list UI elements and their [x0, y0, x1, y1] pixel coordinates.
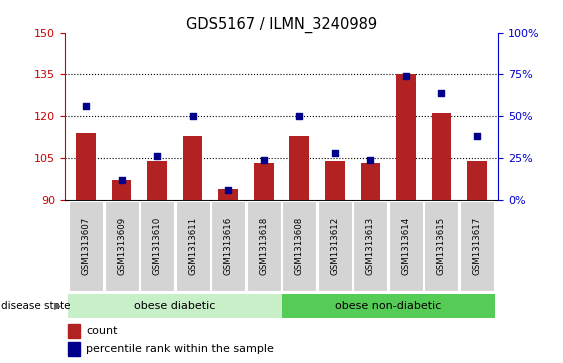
- Text: GSM1313611: GSM1313611: [188, 217, 197, 275]
- Text: ▶: ▶: [54, 301, 62, 311]
- Text: GSM1313608: GSM1313608: [295, 217, 304, 275]
- Text: GSM1313607: GSM1313607: [82, 217, 91, 275]
- FancyBboxPatch shape: [282, 201, 316, 291]
- Point: [188, 113, 197, 119]
- Point: [224, 187, 233, 192]
- FancyBboxPatch shape: [105, 201, 138, 291]
- FancyBboxPatch shape: [318, 201, 352, 291]
- Point: [330, 150, 339, 156]
- Bar: [77, 133, 96, 200]
- FancyBboxPatch shape: [68, 294, 282, 318]
- Bar: [112, 180, 131, 200]
- Point: [82, 103, 91, 109]
- Point: [401, 73, 410, 79]
- Text: count: count: [87, 326, 118, 336]
- Text: disease state: disease state: [1, 301, 70, 311]
- Bar: [218, 188, 238, 200]
- Text: obese non-diabetic: obese non-diabetic: [335, 301, 441, 311]
- Point: [366, 157, 375, 163]
- FancyBboxPatch shape: [140, 201, 174, 291]
- Text: GSM1313614: GSM1313614: [401, 217, 410, 275]
- Point: [472, 133, 481, 139]
- FancyBboxPatch shape: [69, 201, 103, 291]
- Point: [153, 153, 162, 159]
- Bar: [432, 113, 451, 200]
- Text: GSM1313613: GSM1313613: [366, 217, 375, 275]
- Point: [259, 157, 268, 163]
- Text: GSM1313618: GSM1313618: [259, 217, 268, 275]
- Bar: [68, 342, 81, 356]
- Point: [117, 177, 126, 183]
- Bar: [396, 74, 415, 200]
- Text: GSM1313616: GSM1313616: [224, 217, 233, 275]
- Bar: [325, 161, 345, 200]
- FancyBboxPatch shape: [460, 201, 494, 291]
- Text: GSM1313610: GSM1313610: [153, 217, 162, 275]
- Text: GSM1313612: GSM1313612: [330, 217, 339, 275]
- Text: GSM1313615: GSM1313615: [437, 217, 446, 275]
- Bar: [148, 161, 167, 200]
- FancyBboxPatch shape: [247, 201, 281, 291]
- FancyBboxPatch shape: [425, 201, 458, 291]
- Bar: [183, 136, 203, 200]
- Text: obese diabetic: obese diabetic: [134, 301, 216, 311]
- Text: percentile rank within the sample: percentile rank within the sample: [87, 344, 274, 354]
- FancyBboxPatch shape: [211, 201, 245, 291]
- FancyBboxPatch shape: [176, 201, 210, 291]
- Bar: [254, 163, 274, 200]
- FancyBboxPatch shape: [389, 201, 423, 291]
- Bar: [360, 163, 380, 200]
- Text: GSM1313617: GSM1313617: [472, 217, 481, 275]
- Text: GDS5167 / ILMN_3240989: GDS5167 / ILMN_3240989: [186, 16, 377, 33]
- FancyBboxPatch shape: [353, 201, 387, 291]
- FancyBboxPatch shape: [282, 294, 495, 318]
- Text: GSM1313609: GSM1313609: [117, 217, 126, 275]
- Bar: [467, 161, 486, 200]
- Bar: [68, 324, 81, 338]
- Point: [437, 90, 446, 96]
- Bar: [289, 136, 309, 200]
- Point: [295, 113, 304, 119]
